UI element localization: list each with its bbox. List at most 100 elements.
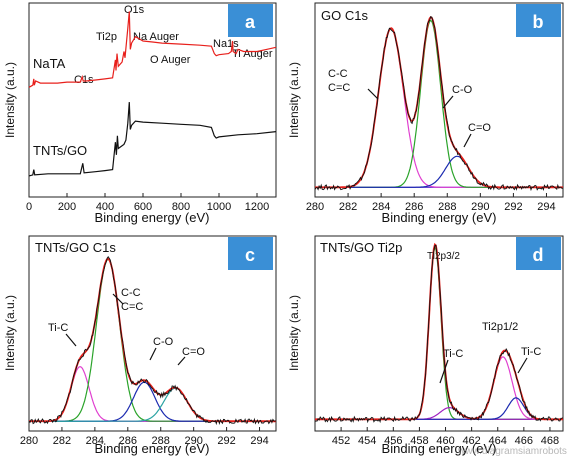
x-axis-label-a: Binding energy (eV) xyxy=(95,210,210,225)
arrow-d-tic-2 xyxy=(517,357,528,374)
label-c-c-eq-c: C=C xyxy=(121,301,143,313)
x-axis-label-b: Binding energy (eV) xyxy=(382,210,497,225)
badge-d-label: d xyxy=(533,245,544,265)
panel-d: d TNTs/GO Ti2p Binding energy (eV) Inten… xyxy=(287,235,567,457)
annotation-o-auger: O Auger xyxy=(150,54,191,66)
x-tick-label-d-1: 454 xyxy=(358,435,376,447)
label-c-c-eq-o: C=O xyxy=(182,346,205,358)
x-tick-label-a-6: 1200 xyxy=(245,201,269,213)
panel-title-d: TNTs/GO Ti2p xyxy=(320,240,402,255)
badge-d xyxy=(516,237,561,270)
x-tick-label-b-0: 280 xyxy=(306,201,324,213)
x-tick-label-b-5: 290 xyxy=(471,201,489,213)
arrow-c-cc xyxy=(112,293,124,305)
arrow-b-c-eq-o xyxy=(463,133,472,148)
x-tick-label-b-6: 292 xyxy=(504,201,522,213)
x-tick-label-d-3: 458 xyxy=(410,435,428,447)
x-tick-label-c-5: 290 xyxy=(184,435,202,447)
y-axis-label-a: Intensity (a.u.) xyxy=(3,62,17,138)
envelope-d xyxy=(315,242,563,421)
x-tick-label-a-5: 1000 xyxy=(207,201,231,213)
x-tick-label-d-8: 468 xyxy=(541,435,559,447)
x-tick-label-b-1: 282 xyxy=(339,201,357,213)
badge-a-label: a xyxy=(245,12,256,32)
x-tick-label-b-7: 294 xyxy=(537,201,555,213)
arrow-c-tic xyxy=(65,333,77,347)
arrow-d-tic-1 xyxy=(439,359,449,384)
series-label-nata: NaTA xyxy=(33,56,66,71)
x-tick-label-d-7: 466 xyxy=(515,435,533,447)
arrow-c-c-eq-o xyxy=(177,356,186,366)
badge-c-label: c xyxy=(245,245,255,265)
label-b-co: C-O xyxy=(452,84,473,96)
label-b-cc: C-C xyxy=(328,68,348,80)
x-tick-label-c-2: 284 xyxy=(86,435,104,447)
arrow-b-cc xyxy=(367,88,379,100)
raw-data-b xyxy=(314,16,564,192)
panel-b: b GO C1s Binding energy (eV) Intensity (… xyxy=(287,2,564,225)
x-tick-label-c-4: 288 xyxy=(152,435,170,447)
arrow-c-co xyxy=(149,347,157,361)
x-tick-label-c-1: 282 xyxy=(53,435,71,447)
x-tick-label-a-0: 0 xyxy=(26,201,32,213)
x-tick-label-b-2: 284 xyxy=(372,201,390,213)
x-tick-label-b-4: 288 xyxy=(438,201,456,213)
badge-b-label: b xyxy=(533,12,544,32)
panel-a: a Binding energy (eV) Intensity (a.u.) N… xyxy=(3,2,277,225)
badge-a xyxy=(228,4,273,37)
peak-b-2 xyxy=(315,155,563,188)
y-axis-label-b: Intensity (a.u.) xyxy=(287,62,301,138)
label-c-cc: C-C xyxy=(121,287,141,299)
y-axis-label-d: Intensity (a.u.) xyxy=(287,295,301,371)
label-d-ti2p32: Ti2p3/2 xyxy=(427,251,460,262)
plot-frame-d xyxy=(314,235,564,432)
series-line-tntsgo xyxy=(28,102,277,177)
label-d-tic-1: Ti-C xyxy=(443,348,463,360)
badge-c xyxy=(228,237,273,270)
plot-frame-b xyxy=(314,2,564,198)
x-tick-label-c-6: 292 xyxy=(217,435,235,447)
label-b-c-eq-o: C=O xyxy=(468,122,491,134)
plot-frame-a xyxy=(28,2,277,198)
peak-b-1 xyxy=(315,19,563,188)
peak-c-0 xyxy=(29,366,276,422)
x-tick-label-a-2: 400 xyxy=(96,201,114,213)
x-tick-label-a-4: 800 xyxy=(172,201,190,213)
x-tick-label-c-7: 294 xyxy=(250,435,268,447)
label-d-ti2p12: Ti2p1/2 xyxy=(482,321,518,333)
x-tick-label-d-4: 460 xyxy=(436,435,454,447)
annotation-na-auger: Na Auger xyxy=(133,31,179,43)
x-tick-label-d-6: 464 xyxy=(489,435,507,447)
chart-marks: 0 200 400 600 800 1000 1200 280 282 284 286 288 290 2… xyxy=(20,11,564,447)
badge-b xyxy=(516,4,561,37)
label-d-tic-2: Ti-C xyxy=(521,346,541,358)
annotation-o1s: O1s xyxy=(124,4,145,16)
arrow-b-co xyxy=(442,95,454,109)
x-axis-label-d: Binding energy (eV) xyxy=(382,441,497,456)
label-b-c-eq-c: C=C xyxy=(328,82,350,94)
watermark: www.diagramsiamrobots.com xyxy=(457,446,567,457)
panel-c: c TNTs/GO C1s Binding energy (eV) Intens… xyxy=(3,235,277,456)
y-axis-label-c: Intensity (a.u.) xyxy=(3,295,17,371)
x-tick-label-d-2: 456 xyxy=(384,435,402,447)
series-line-nata xyxy=(28,11,277,88)
raw-data-c xyxy=(28,256,277,426)
x-tick-label-a-1: 200 xyxy=(58,201,76,213)
label-c-co: C-O xyxy=(153,336,174,348)
annotation-ti2p: Ti2p xyxy=(96,31,117,43)
x-tick-label-a-3: 600 xyxy=(134,201,152,213)
annotation-c1s: C1s xyxy=(74,74,94,86)
x-tick-label-c-3: 286 xyxy=(119,435,137,447)
plot-frame-c xyxy=(28,235,277,432)
x-tick-label-d-0: 452 xyxy=(332,435,350,447)
x-axis-label-c: Binding energy (eV) xyxy=(95,441,210,456)
envelope-c xyxy=(29,257,276,423)
x-tick-label-d-5: 462 xyxy=(462,435,480,447)
envelope-b xyxy=(315,16,563,189)
series-label-tntsgo: TNTs/GO xyxy=(33,143,87,158)
peak-b-0 xyxy=(315,27,563,188)
label-c-tic: Ti-C xyxy=(48,322,68,334)
panel-title-b: GO C1s xyxy=(321,8,368,23)
x-tick-label-b-3: 286 xyxy=(405,201,423,213)
